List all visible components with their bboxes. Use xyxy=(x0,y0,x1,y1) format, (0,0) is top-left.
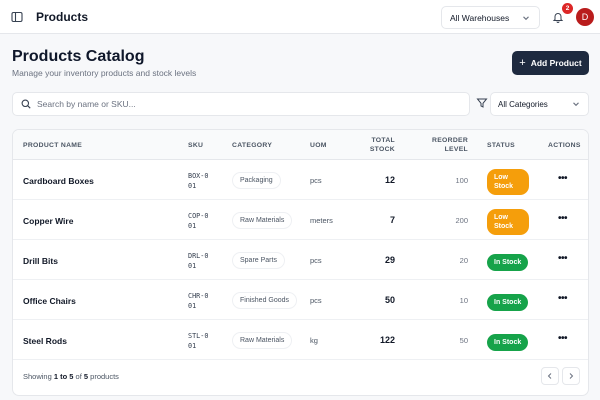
chevron-right-icon xyxy=(569,373,574,379)
total-stock: 50 xyxy=(384,295,395,305)
pagination-summary: Showing 1 to 5 of 5 products xyxy=(23,372,119,381)
product-uom: pcs xyxy=(310,256,322,265)
row-actions-button[interactable]: ••• xyxy=(558,173,568,184)
search-input[interactable]: Search by name or SKU... xyxy=(12,92,470,116)
warehouse-select[interactable]: All Warehouses xyxy=(441,6,540,29)
product-sku: COP-001 xyxy=(188,212,209,230)
column-header: PRODUCT NAME xyxy=(23,142,83,149)
total-stock: 29 xyxy=(384,255,395,265)
reorder-level: 20 xyxy=(459,256,468,265)
product-status: Low Stock xyxy=(487,169,529,195)
product-sku: CHR-001 xyxy=(188,292,209,310)
avatar[interactable]: D xyxy=(576,8,594,26)
column-header: ACTIONS xyxy=(548,142,581,149)
status-badge: In Stock xyxy=(487,334,529,351)
product-name[interactable]: Cardboard Boxes xyxy=(23,176,94,186)
table-row[interactable]: Steel Rods STL-001 Raw Materials kg 122 … xyxy=(13,320,588,360)
product-name[interactable]: Office Chairs xyxy=(23,296,76,306)
product-status: Low Stock xyxy=(487,209,529,235)
product-sku: STL-001 xyxy=(188,332,209,350)
product-name[interactable]: Copper Wire xyxy=(23,216,74,226)
product-uom: kg xyxy=(310,336,318,345)
product-category: Raw Materials xyxy=(232,212,293,229)
next-page-button[interactable] xyxy=(562,367,580,385)
status-badge: In Stock xyxy=(487,254,529,271)
add-product-button[interactable]: + Add Product xyxy=(512,51,589,75)
bell-icon[interactable] xyxy=(551,10,565,24)
product-status: In Stock xyxy=(487,334,529,351)
product-name[interactable]: Drill Bits xyxy=(23,256,58,266)
status-badge: Low Stock xyxy=(487,169,529,195)
search-placeholder: Search by name or SKU... xyxy=(37,99,136,109)
add-product-label: Add Product xyxy=(530,58,582,68)
summary-of: of xyxy=(73,371,84,381)
table-row[interactable]: Copper Wire COP-001 Raw Materials meters… xyxy=(13,200,588,240)
category-pill: Raw Materials xyxy=(232,212,293,229)
category-pill: Spare Parts xyxy=(232,252,285,269)
column-header: UOM xyxy=(310,142,327,149)
row-actions-button[interactable]: ••• xyxy=(558,333,568,344)
row-actions-button[interactable]: ••• xyxy=(558,293,568,304)
category-select-value: All Categories xyxy=(498,99,548,109)
summary-range: 1 to 5 xyxy=(53,371,74,381)
page-subtitle: Manage your inventory products and stock… xyxy=(12,68,197,78)
category-pill: Finished Goods xyxy=(232,292,298,309)
table-row[interactable]: Office Chairs CHR-001 Finished Goods pcs… xyxy=(13,280,588,320)
summary-total: 5 xyxy=(83,371,89,381)
warehouse-select-value: All Warehouses xyxy=(450,12,510,23)
product-category: Packaging xyxy=(232,172,281,189)
total-stock: 12 xyxy=(384,175,395,185)
table-row[interactable]: Drill Bits DRL-001 Spare Parts pcs 29 20… xyxy=(13,240,588,280)
reorder-level: 50 xyxy=(459,336,468,345)
product-category: Spare Parts xyxy=(232,252,285,269)
column-header: TOTAL STOCK xyxy=(369,137,395,153)
row-actions-button[interactable]: ••• xyxy=(558,213,568,224)
status-badge: Low Stock xyxy=(487,209,529,235)
table-row[interactable]: Cardboard Boxes BOX-001 Packaging pcs 12… xyxy=(13,160,588,200)
chevron-down-icon xyxy=(523,15,529,20)
header-title: Products xyxy=(36,9,89,24)
products-table: PRODUCT NAME SKU CATEGORY UOM TOTAL STOC… xyxy=(12,129,589,396)
previous-page-button[interactable] xyxy=(541,367,559,385)
product-category: Finished Goods xyxy=(232,292,298,309)
product-uom: pcs xyxy=(310,296,322,305)
column-header: CATEGORY xyxy=(232,142,273,149)
sidebar-toggle-icon[interactable] xyxy=(10,10,24,24)
top-bar: Products All Warehouses 2 D xyxy=(0,0,600,34)
product-category: Raw Materials xyxy=(232,332,293,349)
reorder-level: 10 xyxy=(459,296,468,305)
table-footer: Showing 1 to 5 of 5 products xyxy=(13,357,588,395)
chevron-down-icon xyxy=(573,102,579,107)
product-sku: BOX-001 xyxy=(188,172,209,190)
product-uom: meters xyxy=(310,216,333,225)
filter-icon[interactable] xyxy=(476,97,488,109)
chevron-left-icon xyxy=(547,373,552,379)
total-stock: 7 xyxy=(389,215,395,225)
page-title: Products Catalog xyxy=(12,48,145,65)
category-select[interactable]: All Categories xyxy=(490,92,589,116)
product-name[interactable]: Steel Rods xyxy=(23,336,67,346)
column-header: SKU xyxy=(188,142,204,149)
plus-icon: + xyxy=(519,56,526,69)
summary-suffix: products xyxy=(88,371,119,381)
column-header: REORDER LEVEL xyxy=(432,137,469,153)
summary-prefix: Showing xyxy=(23,371,54,381)
product-status: In Stock xyxy=(487,254,529,271)
row-actions-button[interactable]: ••• xyxy=(558,253,568,264)
table-header: PRODUCT NAME SKU CATEGORY UOM TOTAL STOC… xyxy=(13,130,588,160)
search-icon xyxy=(21,99,31,109)
status-badge: In Stock xyxy=(487,294,529,311)
category-pill: Packaging xyxy=(232,172,281,189)
product-uom: pcs xyxy=(310,176,322,185)
category-pill: Raw Materials xyxy=(232,332,293,349)
total-stock: 122 xyxy=(379,335,395,345)
product-status: In Stock xyxy=(487,294,529,311)
reorder-level: 100 xyxy=(455,176,468,185)
product-sku: DRL-001 xyxy=(188,252,209,270)
column-header: STATUS xyxy=(487,142,515,149)
reorder-level: 200 xyxy=(455,216,468,225)
notification-badge: 2 xyxy=(562,3,573,14)
table-body: Cardboard Boxes BOX-001 Packaging pcs 12… xyxy=(13,160,588,360)
